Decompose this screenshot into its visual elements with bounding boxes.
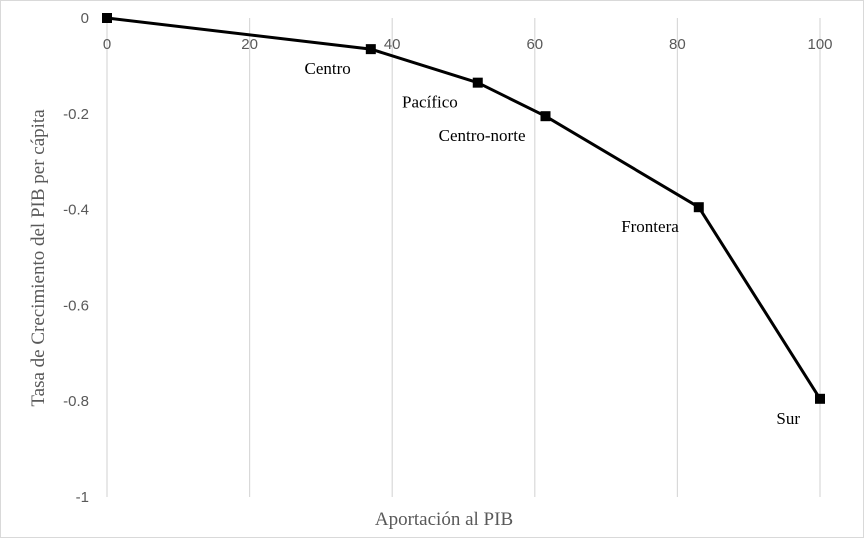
y-tick-label: -1 bbox=[76, 489, 89, 506]
point-labels: Centro Pacífico Centro-norte Frontera Sur bbox=[305, 59, 801, 428]
x-tick-labels: 0 20 40 60 80 100 bbox=[103, 36, 833, 53]
y-tick-label: -0.8 bbox=[63, 393, 89, 410]
y-tick-labels: 0 -0.2 -0.4 -0.6 -0.8 -1 bbox=[63, 10, 89, 506]
point-label: Centro-norte bbox=[439, 126, 526, 145]
point-label: Sur bbox=[776, 409, 800, 428]
point-label: Centro bbox=[305, 59, 351, 78]
point-marker-2 bbox=[472, 77, 483, 88]
point-marker-5 bbox=[815, 393, 825, 404]
x-tick-label: 20 bbox=[241, 36, 258, 53]
x-tick-label: 40 bbox=[384, 36, 401, 53]
point-marker-0 bbox=[102, 13, 112, 23]
point-marker-3 bbox=[540, 111, 551, 122]
point-marker-4 bbox=[693, 202, 704, 213]
x-tick-label: 60 bbox=[526, 36, 543, 53]
point-markers bbox=[102, 13, 825, 404]
point-label: Frontera bbox=[621, 217, 679, 236]
y-tick-label: -0.4 bbox=[63, 202, 89, 219]
x-tick-label: 80 bbox=[669, 36, 686, 53]
series-line bbox=[106, 16, 822, 400]
y-tick-label: -0.6 bbox=[63, 297, 89, 314]
x-tick-label: 100 bbox=[807, 36, 832, 53]
grid-lines bbox=[249, 18, 821, 497]
y-axis-title: Tasa de Crecimiento del PIB per cápita bbox=[28, 109, 49, 407]
x-axis-title: Aportación al PIB bbox=[375, 509, 513, 530]
point-label: Pacífico bbox=[402, 93, 458, 112]
x-tick-label: 0 bbox=[103, 36, 111, 53]
y-tick-label: 0 bbox=[81, 10, 89, 27]
y-tick-label: -0.2 bbox=[63, 106, 89, 123]
point-marker-1 bbox=[365, 44, 376, 55]
